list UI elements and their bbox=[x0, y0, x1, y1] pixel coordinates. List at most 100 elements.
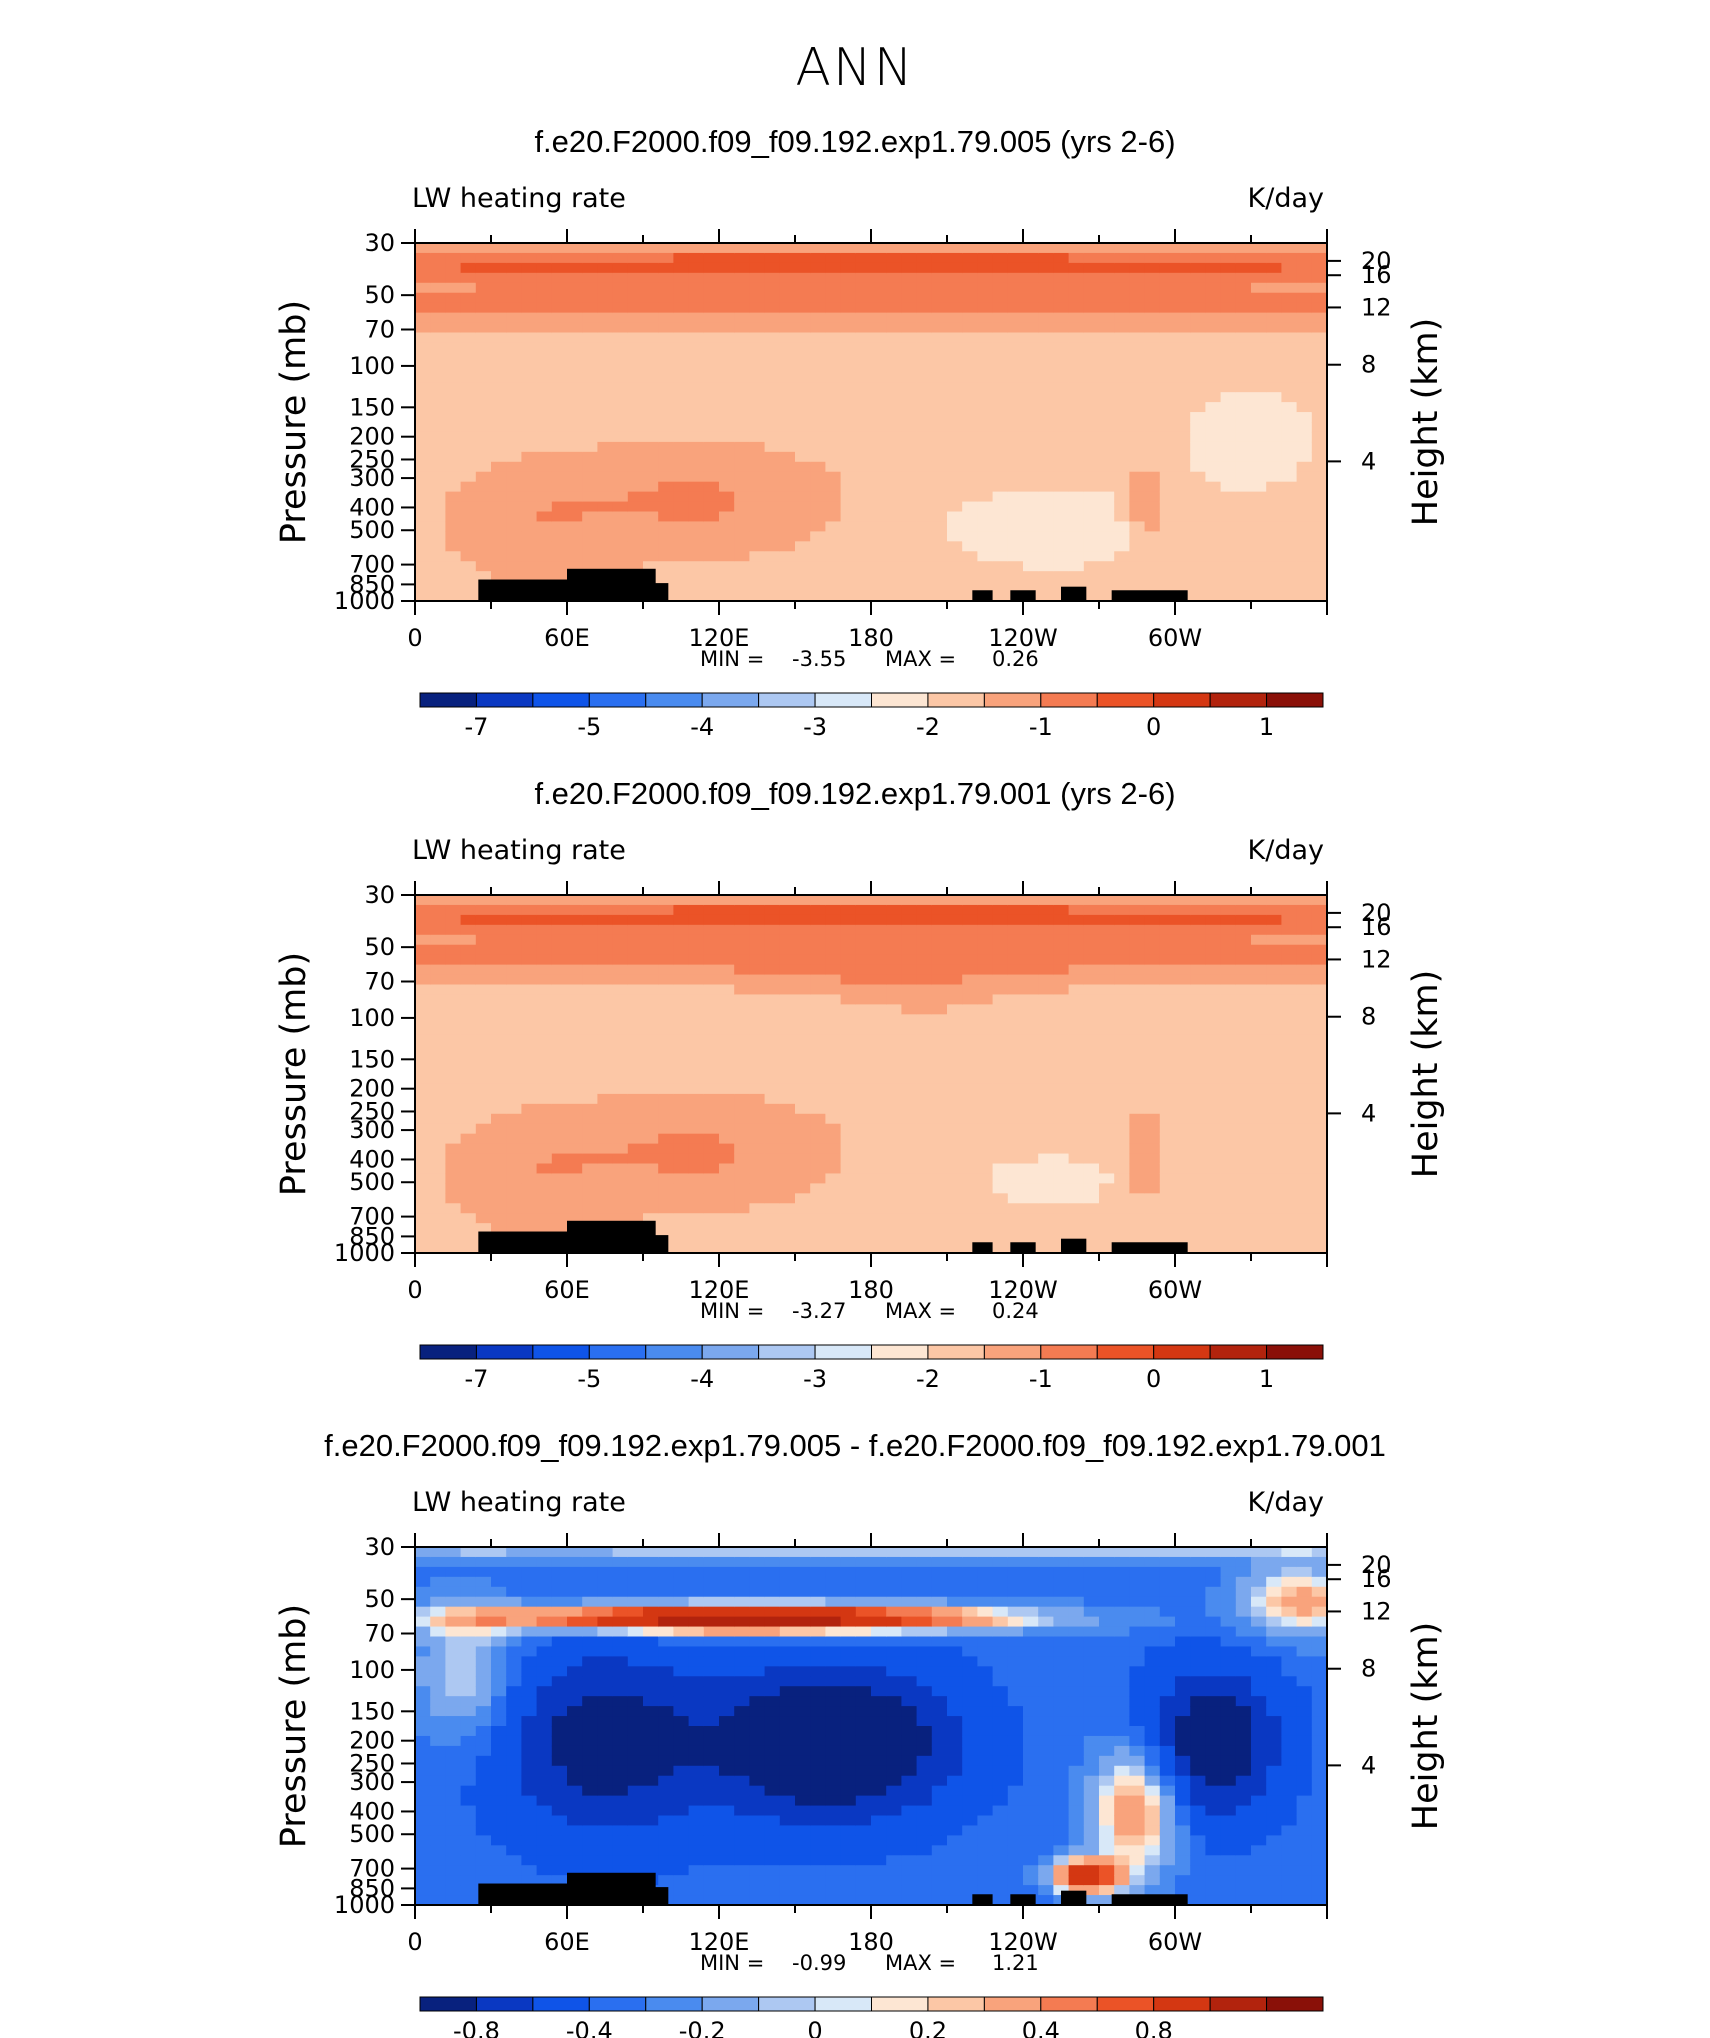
heatmap-cell bbox=[1023, 322, 1039, 334]
heatmap-cell bbox=[673, 511, 690, 523]
heatmap-cell bbox=[871, 521, 887, 532]
heatmap-cell bbox=[1159, 541, 1176, 552]
heatmap-cell bbox=[855, 924, 872, 936]
topography-mask bbox=[1111, 590, 1188, 601]
heatmap-cell bbox=[1296, 944, 1313, 956]
heatmap-cell bbox=[931, 591, 948, 602]
heatmap-cell bbox=[1144, 491, 1161, 503]
heatmap-cell bbox=[536, 1785, 553, 1797]
heatmap-cell bbox=[1068, 895, 1085, 906]
heatmap-cell bbox=[1068, 551, 1085, 562]
heatmap-cell bbox=[536, 471, 553, 483]
heatmap-cell bbox=[1038, 362, 1054, 373]
heatmap-cell bbox=[430, 1666, 446, 1677]
heatmap-cell bbox=[840, 342, 857, 353]
heatmap-cell bbox=[1251, 895, 1267, 906]
heatmap-cell bbox=[1205, 262, 1222, 274]
heatmap-cell bbox=[855, 372, 872, 383]
heatmap-cell bbox=[658, 1173, 674, 1184]
heatmap-cell bbox=[1083, 252, 1100, 264]
heatmap-cell bbox=[810, 252, 826, 264]
heatmap-cell bbox=[460, 1716, 477, 1727]
heatmap-cell bbox=[855, 471, 872, 483]
heatmap-cell bbox=[749, 342, 766, 353]
heatmap-cell bbox=[1053, 392, 1070, 403]
heatmap-cell bbox=[719, 362, 735, 373]
heatmap-cell bbox=[673, 1103, 690, 1115]
heatmap-cell bbox=[1144, 332, 1161, 344]
heatmap-cell bbox=[536, 402, 553, 413]
heatmap-cell bbox=[1311, 1004, 1328, 1015]
heatmap-cell bbox=[1266, 1113, 1282, 1125]
colorbar-swatch bbox=[419, 1344, 477, 1360]
heatmap-cell bbox=[977, 1123, 994, 1135]
heatmap-cell bbox=[475, 1656, 492, 1667]
heatmap-cell bbox=[901, 382, 918, 393]
heatmap-cell bbox=[445, 1616, 462, 1628]
heatmap-cell bbox=[931, 441, 948, 453]
heatmap-cell bbox=[962, 322, 978, 334]
heatmap-cell bbox=[795, 561, 811, 572]
heatmap-cell bbox=[1099, 272, 1115, 284]
heatmap-cell bbox=[430, 262, 446, 274]
heatmap-cell bbox=[597, 541, 614, 552]
heatmap-cell bbox=[931, 243, 948, 254]
heatmap-cell bbox=[536, 1855, 553, 1866]
heatmap-cell bbox=[764, 342, 781, 353]
heatmap-cell bbox=[931, 1213, 948, 1224]
heatmap-cell bbox=[992, 1153, 1009, 1165]
heatmap-cell bbox=[1144, 541, 1161, 552]
heatmap-cell bbox=[977, 322, 994, 334]
heatmap-cell bbox=[521, 292, 538, 304]
heatmap-cell bbox=[506, 1785, 522, 1797]
heatmap-cell bbox=[779, 1213, 796, 1224]
heatmap-cell bbox=[551, 402, 568, 413]
heatmap-cell bbox=[567, 1083, 583, 1095]
heatmap-cell bbox=[597, 1054, 614, 1065]
heatmap-cell bbox=[1023, 422, 1039, 433]
heatmap-cell bbox=[1205, 1153, 1222, 1165]
heatmap-cell bbox=[551, 1074, 568, 1085]
heatmap-cell bbox=[992, 541, 1009, 552]
heatmap-cell bbox=[1281, 1103, 1298, 1115]
heatmap-cell bbox=[1023, 1044, 1039, 1055]
heatmap-cell bbox=[1053, 1133, 1070, 1145]
heatmap-cell bbox=[475, 551, 492, 562]
heatmap-cell bbox=[1099, 984, 1115, 996]
heatmap-cell bbox=[779, 501, 796, 513]
heatmap-cell bbox=[460, 1123, 477, 1135]
heatmap-cell bbox=[703, 551, 720, 562]
heatmap-cell bbox=[1296, 1103, 1313, 1115]
heatmap-cell bbox=[931, 551, 948, 562]
heatmap-cell bbox=[506, 914, 522, 926]
heatmap-cell bbox=[567, 511, 583, 523]
heatmap-cell bbox=[1129, 1024, 1146, 1035]
heatmap-cell bbox=[840, 1113, 857, 1125]
heatmap-cell bbox=[1038, 1243, 1054, 1254]
heatmap-cell bbox=[521, 1223, 538, 1234]
heatmap-cell bbox=[430, 531, 446, 542]
heatmap-cell bbox=[1114, 252, 1130, 264]
heatmap-cell bbox=[1235, 441, 1252, 453]
heatmap-cell bbox=[491, 1855, 507, 1866]
heatmap-cell bbox=[627, 312, 644, 324]
colorbar-swatch bbox=[419, 692, 477, 708]
heatmap-cell bbox=[1175, 994, 1191, 1005]
heatmap-cell bbox=[1296, 1173, 1313, 1184]
heatmap-cell bbox=[597, 412, 614, 423]
heatmap-cell bbox=[567, 1203, 583, 1214]
heatmap-cell bbox=[1053, 1014, 1070, 1025]
heatmap-cell bbox=[1251, 934, 1267, 946]
heatmap-cell bbox=[430, 292, 446, 304]
heatmap-cell bbox=[445, 1074, 462, 1085]
heatmap-cell bbox=[627, 1074, 644, 1085]
heatmap-cell bbox=[1144, 1213, 1161, 1224]
heatmap-cell bbox=[430, 1825, 446, 1836]
heatmap-cell bbox=[1311, 1034, 1328, 1045]
heatmap-cell bbox=[1266, 422, 1282, 433]
heatmap-cell bbox=[612, 914, 629, 926]
heatmap-cell bbox=[749, 561, 766, 572]
heatmap-cell bbox=[764, 312, 781, 324]
heatmap-cell bbox=[491, 914, 507, 926]
heatmap-cell bbox=[1114, 1203, 1130, 1214]
